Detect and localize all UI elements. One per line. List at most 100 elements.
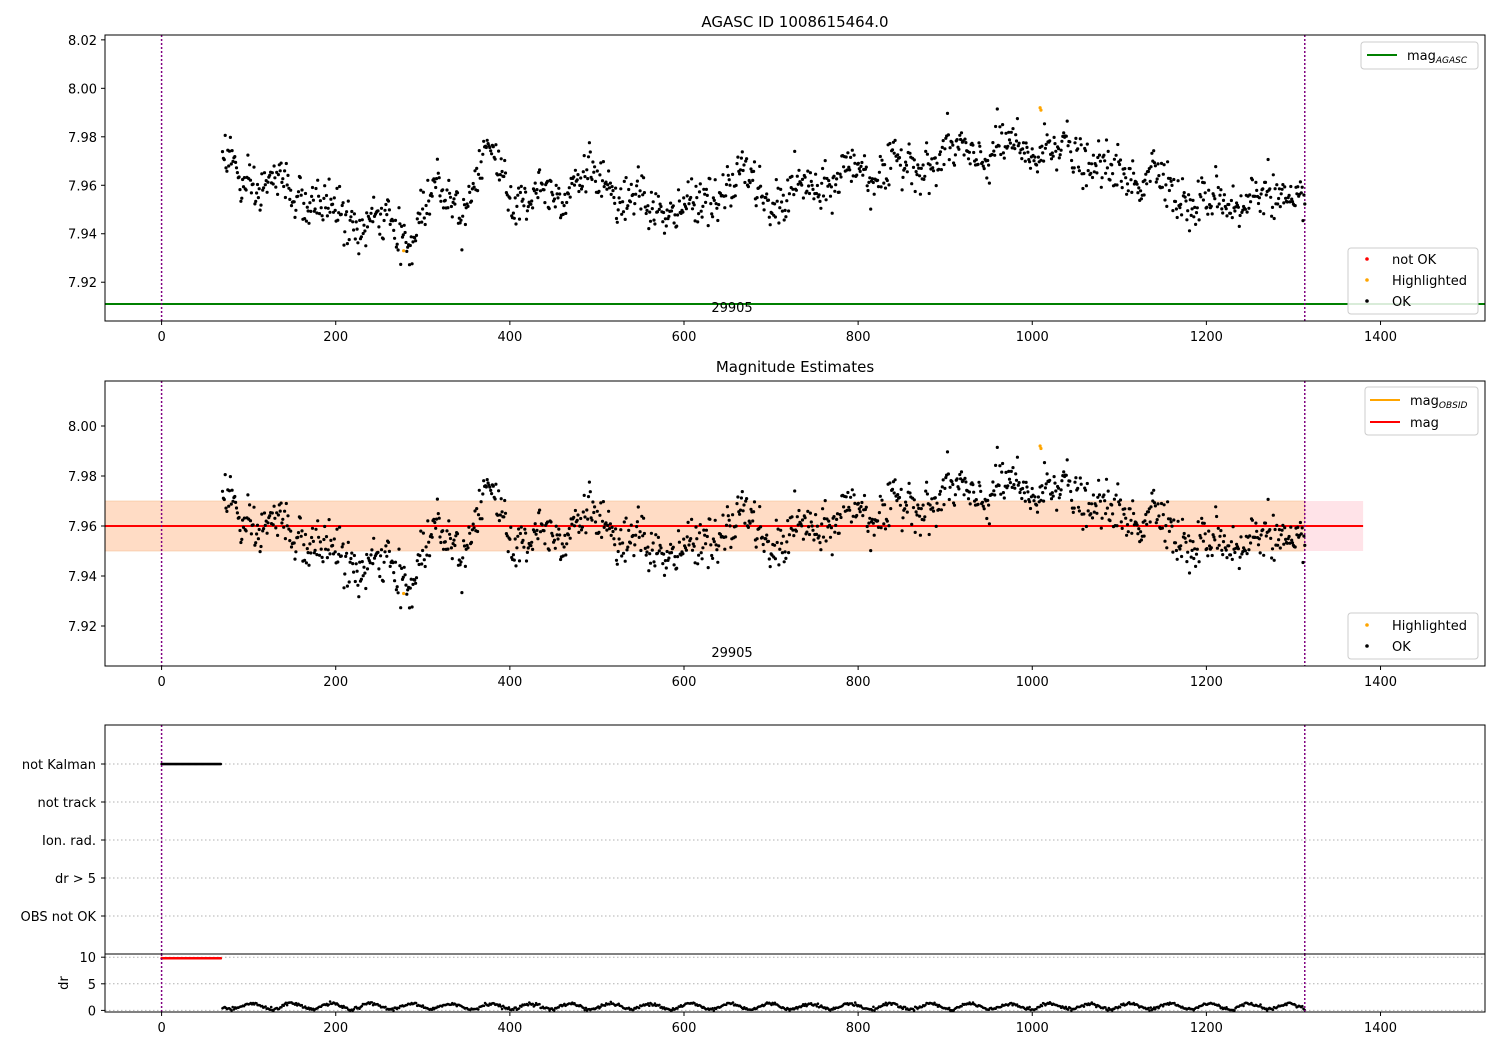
ok-point (1212, 535, 1216, 539)
ok-point (792, 534, 796, 538)
ok-point (790, 174, 794, 178)
panel2-obsid-label: 29905 (711, 646, 752, 661)
ok-point (830, 553, 834, 557)
ok-point (828, 523, 832, 527)
ok-point (1120, 526, 1124, 531)
ok-point (239, 199, 243, 203)
ok-point (978, 144, 982, 148)
ok-point (1100, 516, 1104, 520)
ok-point (332, 196, 336, 200)
ok-point (434, 185, 438, 190)
ok-point (752, 500, 757, 504)
ok-point (580, 184, 585, 188)
ok-point (845, 168, 849, 172)
ok-point (783, 550, 787, 554)
ok-point (1206, 212, 1210, 216)
dr-ok-point (693, 1001, 696, 1005)
ok-point (834, 523, 838, 528)
ok-point (336, 218, 340, 222)
dr-ok-point (482, 1004, 486, 1008)
ok-point (1293, 204, 1297, 208)
ok-point (420, 562, 424, 566)
ok-point (976, 162, 980, 166)
ok-point (1103, 499, 1107, 503)
ok-point (787, 551, 791, 555)
ok-point (1010, 485, 1014, 489)
ok-point (637, 535, 641, 540)
ok-point (1258, 551, 1262, 555)
ok-point (347, 238, 351, 242)
ok-point (1270, 205, 1275, 209)
ok-point (1157, 514, 1161, 518)
ok-point (307, 221, 311, 225)
ok-point (1055, 508, 1059, 512)
ok-point (715, 548, 719, 552)
ok-point (611, 189, 615, 193)
ok-point (318, 540, 322, 544)
panel4-x-tick-label: 1200 (1190, 1021, 1223, 1036)
ok-point (222, 497, 226, 502)
ok-point (888, 141, 892, 146)
ok-point (943, 147, 947, 151)
ok-point (1295, 192, 1299, 196)
ok-point (366, 556, 370, 560)
ok-point (1237, 566, 1241, 571)
ok-point (227, 149, 232, 153)
ok-point (871, 521, 875, 525)
ok-point (704, 187, 709, 191)
ok-point (1056, 147, 1061, 151)
ok-point (445, 529, 449, 533)
ok-point (905, 510, 909, 514)
ok-point (518, 531, 523, 536)
ok-point (866, 188, 870, 193)
ok-point (1283, 526, 1287, 530)
ok-point (599, 501, 603, 505)
ok-point (568, 195, 572, 199)
ok-point (1035, 163, 1039, 167)
ok-point (409, 235, 413, 239)
ok-point (768, 223, 772, 227)
ok-point (800, 518, 805, 522)
ok-point (1094, 504, 1098, 508)
ok-point (795, 174, 799, 178)
ok-point (1023, 499, 1027, 503)
ok-point (1152, 161, 1157, 165)
ok-point (1214, 505, 1218, 509)
ok-point (1028, 166, 1033, 170)
ok-point (497, 519, 501, 523)
panel2-x-tick-label: 1200 (1190, 675, 1223, 690)
ok-point (327, 518, 331, 522)
ok-point (885, 178, 889, 183)
ok-point (748, 521, 752, 525)
ok-point (933, 156, 937, 160)
ok-point (616, 549, 620, 554)
ok-point (646, 204, 650, 208)
panel2-y-tick-label: 8.00 (68, 420, 97, 435)
ok-point (1175, 557, 1179, 561)
ok-point (687, 543, 691, 547)
ok-point (1257, 537, 1261, 541)
ok-point (543, 201, 547, 205)
ok-point (718, 191, 723, 195)
ok-point (862, 493, 867, 498)
ok-point (242, 516, 246, 520)
ok-point (587, 141, 592, 145)
ok-point (1166, 160, 1170, 164)
ok-point (1277, 528, 1281, 532)
ok-point (1085, 481, 1089, 486)
ok-point (524, 190, 528, 194)
dr-ok-point (384, 1005, 387, 1009)
ok-point (384, 202, 388, 207)
ok-point (858, 510, 862, 514)
ok-point (613, 543, 617, 547)
ok-point (869, 207, 873, 211)
ok-point (1108, 519, 1112, 523)
ok-point (731, 172, 735, 176)
ok-point (255, 182, 260, 187)
dr-ok-point (526, 1003, 530, 1007)
ok-point (408, 243, 412, 248)
dr-ok-point (327, 1003, 331, 1006)
ok-point (821, 194, 826, 198)
ok-point (252, 165, 256, 169)
ok-point (1032, 159, 1036, 163)
